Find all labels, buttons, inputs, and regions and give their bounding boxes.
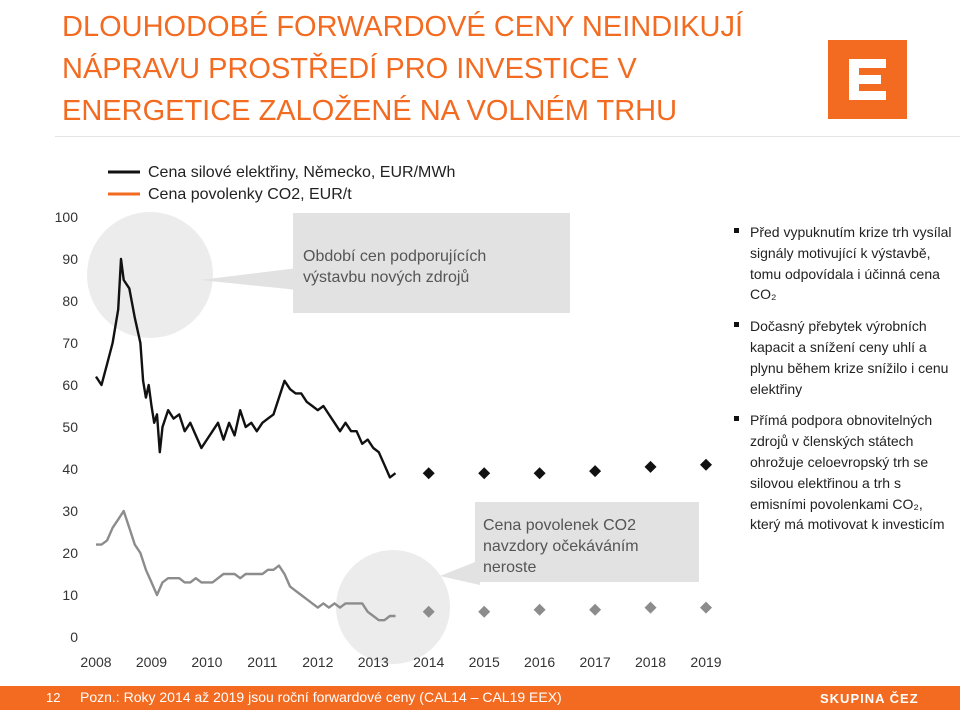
bullet-text: Před vypuknutím krize trh vysílal signál… (750, 224, 952, 303)
data-point-diamond (422, 605, 435, 618)
y-tick-label: 20 (62, 545, 78, 561)
y-tick-label: 70 (62, 335, 78, 351)
bullet-text: Dočasný přebytek výrobních kapacit a sní… (750, 318, 949, 397)
data-point-diamond (478, 605, 491, 618)
title-line: DLOUHODOBÉ FORWARDOVÉ CENY NEINDIKUJÍ (62, 11, 744, 43)
y-tick-label: 0 (70, 629, 78, 645)
y-tick-label: 30 (62, 503, 78, 519)
x-tick-label: 2011 (247, 654, 277, 670)
callout-co2-expectation-text: Cena povolenek CO2 (483, 517, 636, 534)
header-divider (55, 136, 960, 137)
data-point-diamond (589, 603, 602, 616)
title-line: NÁPRAVU PROSTŘEDÍ PRO INVESTICE V (62, 53, 637, 85)
y-tick-label: 10 (62, 587, 78, 603)
bullet-item: Dočasný přebytek výrobních kapacit a sní… (734, 316, 956, 399)
page-number: 12 (46, 690, 61, 705)
x-tick-label: 2009 (136, 654, 167, 670)
callout-box (475, 502, 699, 582)
footer-note: Pozn.: Roky 2014 až 2019 jsou roční forw… (80, 689, 562, 705)
bullet-text: Přímá podpora obnovitelných zdrojů v čle… (750, 412, 945, 533)
data-point-diamond (644, 601, 657, 614)
bullet-item: Přímá podpora obnovitelných zdrojů v čle… (734, 410, 956, 535)
data-point-diamond (533, 603, 546, 616)
callout-supportive-prices-text: výstavbu nových zdrojů (303, 268, 469, 286)
series-line (94, 257, 397, 479)
page-title: DLOUHODOBÉ FORWARDOVÉ CENY NEINDIKUJÍ NÁ… (62, 6, 802, 132)
data-point-diamond (644, 460, 657, 473)
x-tick-label: 2015 (469, 654, 500, 670)
y-tick-label: 50 (62, 419, 78, 435)
brand-label: SKUPINA ČEZ (820, 691, 919, 706)
callout-co2-expectation-text: neroste (483, 559, 536, 576)
legend-label: Cena povolenky CO2, EUR/t (148, 186, 352, 203)
callout-supportive-prices-text: Období cen podporujících (303, 248, 486, 265)
y-tick-label: 80 (62, 293, 78, 309)
x-tick-label: 2008 (80, 654, 111, 670)
data-point-diamond (589, 465, 602, 478)
callout-pointer (440, 560, 480, 585)
callout-pointer (200, 268, 298, 290)
y-tick-label: 60 (62, 377, 78, 393)
x-tick-label: 2019 (690, 654, 721, 670)
chart-area: Období cen podporujících výstavbu nových … (55, 164, 722, 670)
callout-co2-expectation-text: navzdory očekáváním (483, 538, 639, 555)
y-tick-label: 40 (62, 461, 78, 477)
x-tick-label: 2018 (635, 654, 666, 670)
bullet-marker (734, 322, 739, 328)
legend-label: Cena silové elektřiny, Německo, EUR/MWh (148, 164, 455, 181)
series-line (96, 509, 396, 622)
x-tick-label: 2014 (413, 654, 444, 670)
bullet-marker (734, 228, 739, 233)
highlight-bubble (336, 550, 450, 664)
data-point-diamond (422, 467, 435, 480)
bullet-item: Před vypuknutím krize trh vysílal signál… (734, 222, 956, 305)
x-tick-label: 2017 (580, 654, 611, 670)
cez-logo-icon (828, 40, 907, 119)
x-tick-label: 2012 (302, 654, 333, 670)
x-tick-label: 2010 (191, 654, 222, 670)
data-point-diamond (700, 458, 712, 471)
bullet-list: Před vypuknutím krize trh vysílal signál… (734, 222, 956, 546)
footer-bar: 12 Pozn.: Roky 2014 až 2019 jsou roční f… (0, 686, 960, 710)
x-tick-label: 2016 (524, 654, 555, 670)
y-tick-label: 100 (55, 209, 79, 225)
callout-box (293, 213, 570, 313)
title-line: ENERGETICE ZALOŽENÉ NA VOLNÉM TRHU (62, 95, 678, 127)
y-tick-label: 90 (62, 251, 78, 267)
data-point-diamond (478, 467, 491, 480)
bullet-marker (734, 416, 739, 422)
data-point-diamond (533, 467, 546, 480)
x-tick-label: 2013 (358, 654, 389, 670)
data-point-diamond (700, 601, 712, 614)
highlight-bubble (87, 212, 213, 338)
